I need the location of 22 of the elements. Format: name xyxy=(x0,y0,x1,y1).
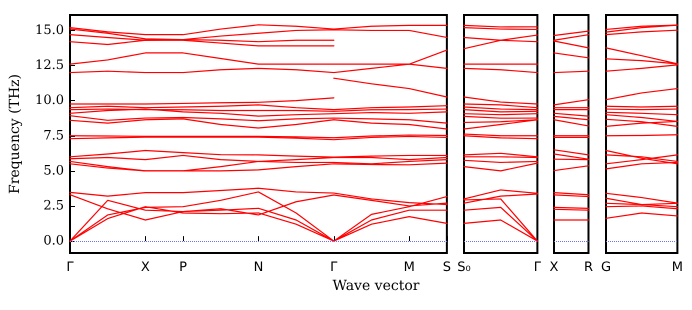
y-tick-label: 15.0 xyxy=(35,22,64,38)
y-tick-label: 0.0 xyxy=(43,234,64,249)
x-tick-label: Γ xyxy=(66,260,74,275)
x-tick-label: P xyxy=(179,260,188,275)
x-tick-label: G xyxy=(600,260,612,275)
y-tick-label: 12.5 xyxy=(35,58,64,74)
y-tick-label: 5.0 xyxy=(43,163,64,178)
x-tick-label: M xyxy=(404,260,415,275)
x-axis-title: Wave vector xyxy=(332,278,420,294)
x-tick-label: Γ xyxy=(534,260,542,275)
x-tick-label: X xyxy=(140,260,150,275)
y-tick-label: 2.5 xyxy=(43,198,64,214)
x-tick-label: R xyxy=(584,260,594,275)
y-axis-title: Frequency (THz) xyxy=(7,74,23,194)
x-tick-label: X xyxy=(550,260,559,275)
x-tick-label: Γ xyxy=(330,260,338,275)
x-tick-label: M xyxy=(672,260,683,275)
x-tick-label: S₀ xyxy=(457,260,471,275)
y-tick-label: 7.5 xyxy=(43,128,64,144)
x-tick-label: S xyxy=(442,260,452,275)
y-tick-label: 10.0 xyxy=(35,93,64,108)
x-tick-label: N xyxy=(254,260,264,275)
